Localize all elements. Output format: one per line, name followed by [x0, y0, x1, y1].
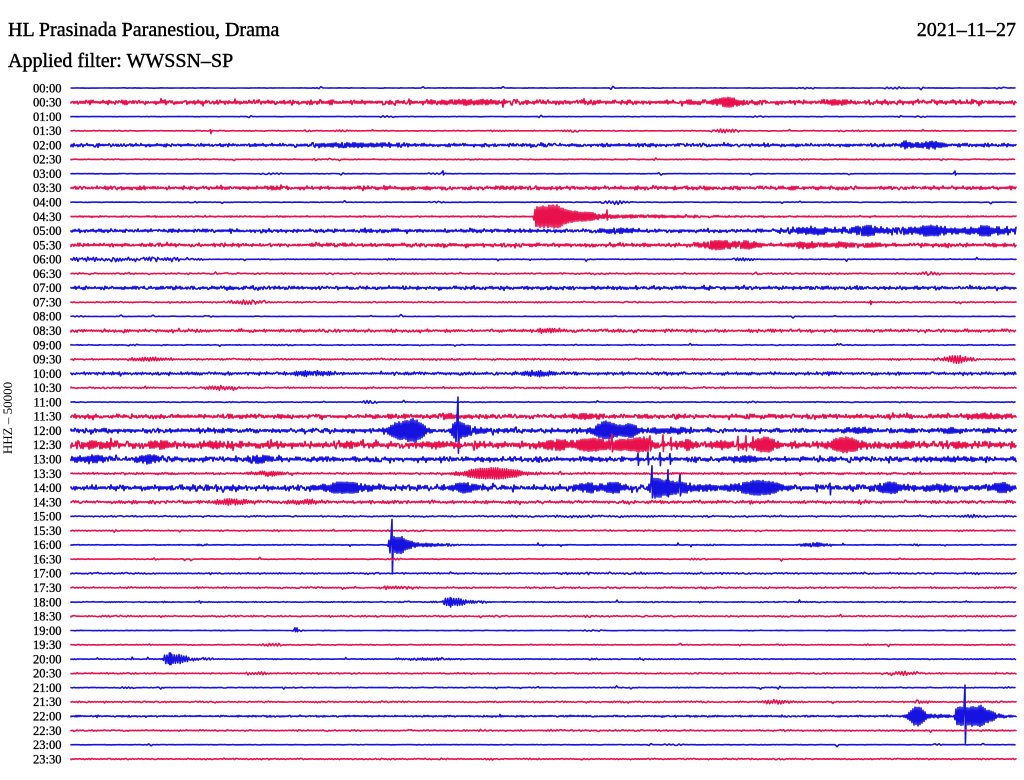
svg-text:15:30: 15:30	[33, 524, 61, 538]
svg-text:02:30: 02:30	[33, 153, 61, 167]
svg-text:16:30: 16:30	[33, 552, 61, 566]
svg-text:Applied filter: WWSSN–SP: Applied filter: WWSSN–SP	[8, 50, 233, 72]
svg-text:11:30: 11:30	[33, 410, 61, 424]
svg-text:00:00: 00:00	[33, 81, 61, 95]
svg-text:09:30: 09:30	[33, 353, 61, 367]
svg-text:07:30: 07:30	[33, 296, 61, 310]
svg-text:08:30: 08:30	[33, 324, 61, 338]
svg-text:19:30: 19:30	[33, 638, 61, 652]
svg-text:23:00: 23:00	[33, 738, 61, 752]
svg-text:17:00: 17:00	[33, 567, 61, 581]
svg-text:08:00: 08:00	[33, 310, 61, 324]
svg-text:04:30: 04:30	[33, 210, 61, 224]
svg-text:10:00: 10:00	[33, 367, 61, 381]
svg-text:09:00: 09:00	[33, 338, 61, 352]
svg-text:04:00: 04:00	[33, 196, 61, 210]
svg-text:12:30: 12:30	[33, 438, 61, 452]
svg-text:01:00: 01:00	[33, 110, 61, 124]
svg-text:20:30: 20:30	[33, 667, 61, 681]
svg-text:11:00: 11:00	[33, 395, 61, 409]
svg-text:02:00: 02:00	[33, 138, 61, 152]
svg-text:13:30: 13:30	[33, 467, 61, 481]
svg-text:06:30: 06:30	[33, 267, 61, 281]
svg-text:22:30: 22:30	[33, 724, 61, 738]
svg-text:14:00: 14:00	[33, 481, 61, 495]
svg-text:HHZ – 50000: HHZ – 50000	[0, 382, 15, 454]
svg-text:07:00: 07:00	[33, 281, 61, 295]
svg-text:14:30: 14:30	[33, 495, 61, 509]
svg-text:12:00: 12:00	[33, 424, 61, 438]
svg-text:18:00: 18:00	[33, 595, 61, 609]
svg-text:HL Prasinada Paranestiou, Dram: HL Prasinada Paranestiou, Drama	[8, 19, 280, 41]
svg-text:10:30: 10:30	[33, 381, 61, 395]
svg-text:19:00: 19:00	[33, 624, 61, 638]
svg-text:00:30: 00:30	[33, 96, 61, 110]
svg-text:03:30: 03:30	[33, 181, 61, 195]
svg-text:21:00: 21:00	[33, 681, 61, 695]
svg-text:15:00: 15:00	[33, 510, 61, 524]
svg-text:05:00: 05:00	[33, 224, 61, 238]
svg-text:13:00: 13:00	[33, 453, 61, 467]
svg-text:18:30: 18:30	[33, 610, 61, 624]
svg-text:03:00: 03:00	[33, 167, 61, 181]
svg-text:22:00: 22:00	[33, 710, 61, 724]
svg-text:20:00: 20:00	[33, 652, 61, 666]
svg-text:17:30: 17:30	[33, 581, 61, 595]
svg-text:05:30: 05:30	[33, 238, 61, 252]
svg-text:01:30: 01:30	[33, 124, 61, 138]
svg-text:23:30: 23:30	[33, 752, 61, 766]
svg-text:2021–11–27: 2021–11–27	[917, 19, 1016, 41]
svg-text:16:00: 16:00	[33, 538, 61, 552]
svg-text:06:00: 06:00	[33, 253, 61, 267]
svg-text:21:30: 21:30	[33, 695, 61, 709]
